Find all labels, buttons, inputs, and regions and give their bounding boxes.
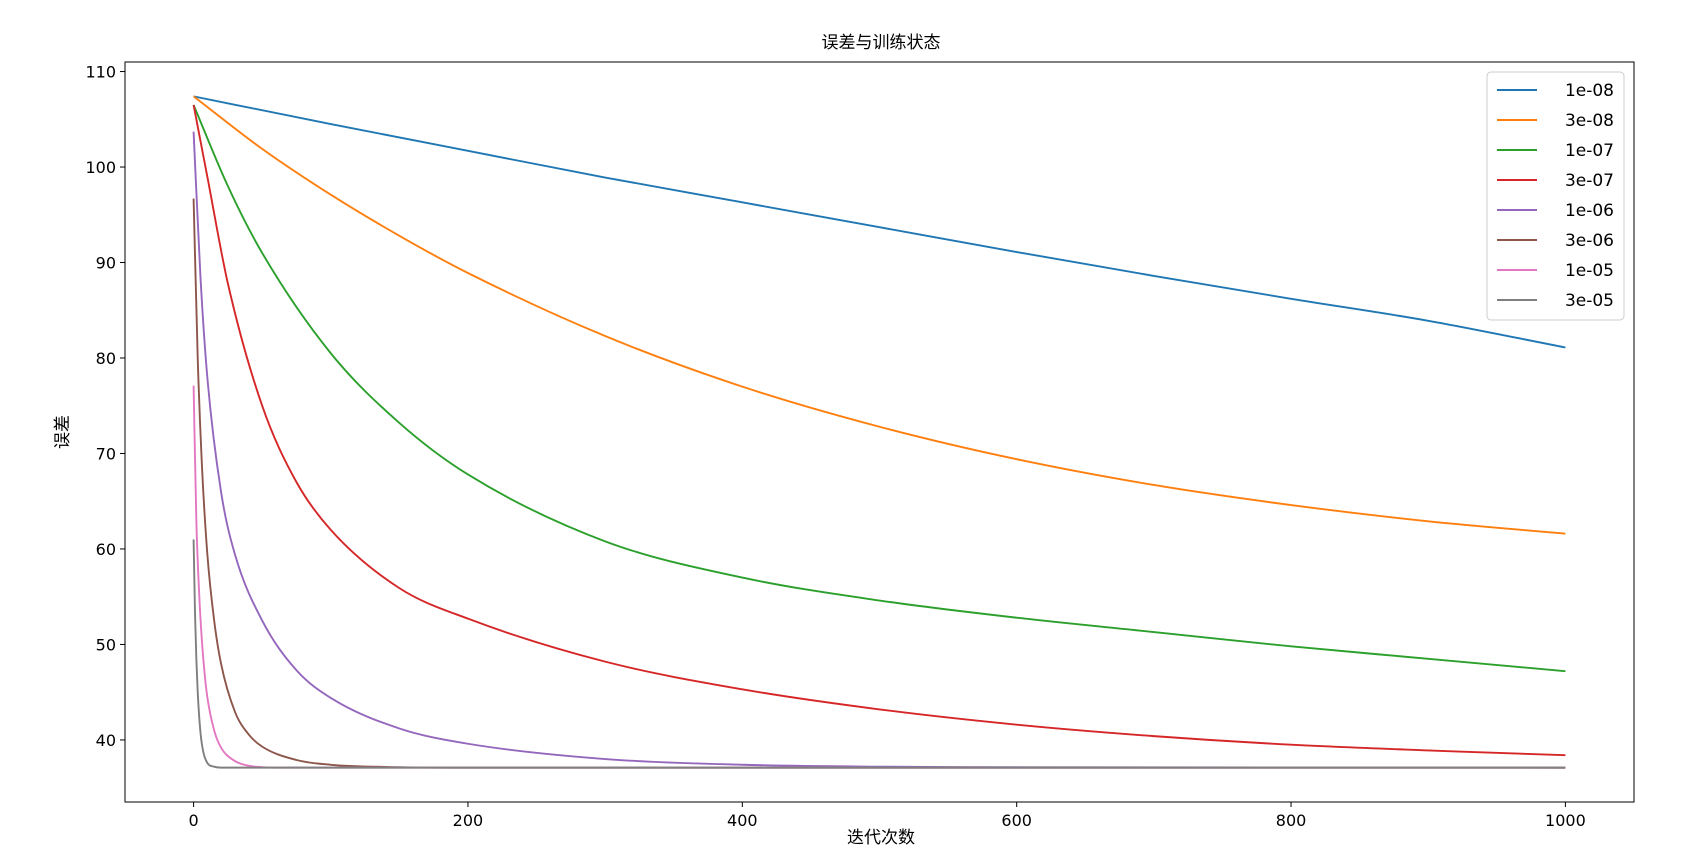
x-tick-label: 400 [727,811,758,830]
y-tick-label: 70 [96,444,116,463]
series-line-5 [192,198,1566,769]
y-tick-label: 40 [96,731,116,750]
chart-title: 误差与训练状态 [822,33,941,53]
series-line-2 [192,104,1566,673]
y-tick-label: 110 [85,63,116,82]
x-tick-label: 200 [453,811,484,830]
legend-label: 1e-08 [1565,81,1614,101]
legend-label: 3e-05 [1565,291,1614,311]
x-tick-label: 600 [1001,811,1032,830]
series-line-0 [193,95,1566,349]
y-tick-label: 80 [96,349,116,368]
y-tick-label: 100 [85,158,116,177]
legend-label: 3e-07 [1565,171,1614,191]
x-tick-label: 1000 [1545,811,1586,830]
series-line-3 [192,104,1566,757]
plot-area: 0 200 400 600 800 1000 40 50 60 70 80 90 100 110 [85,61,1635,830]
legend-label: 1e-05 [1565,261,1614,281]
legend-label: 3e-06 [1565,231,1614,251]
legend-label: 3e-08 [1565,111,1614,131]
y-axis-label: 误差 [53,415,73,449]
legend-label: 1e-06 [1565,201,1614,221]
x-tick-label: 800 [1276,811,1307,830]
x-axis-label: 迭代次数 [847,828,915,848]
series-line-7 [192,539,1566,769]
y-tick-label: 50 [96,635,116,654]
series-line-6 [192,385,1566,769]
series-line-1 [193,95,1566,535]
legend-label: 1e-07 [1565,141,1614,161]
x-tick-label: 0 [188,811,198,830]
y-tick-label: 60 [96,540,116,559]
axes-frame [124,61,1635,803]
legend: 1e-08 3e-08 1e-07 3e-07 1e-06 3e-06 1e-05 3e-05 [1486,71,1625,321]
y-tick-label: 90 [96,254,116,273]
legend-box [1486,71,1625,321]
